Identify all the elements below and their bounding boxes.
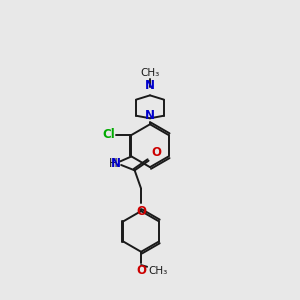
Text: N: N xyxy=(111,158,121,170)
Text: N: N xyxy=(145,109,155,122)
Text: CH₃: CH₃ xyxy=(148,266,168,276)
Text: N: N xyxy=(145,79,155,92)
Text: O: O xyxy=(136,264,146,277)
Text: H: H xyxy=(109,158,118,170)
Text: Cl: Cl xyxy=(103,128,116,142)
Text: O: O xyxy=(151,146,161,159)
Text: CH₃: CH₃ xyxy=(140,68,160,78)
Text: O: O xyxy=(136,205,146,218)
